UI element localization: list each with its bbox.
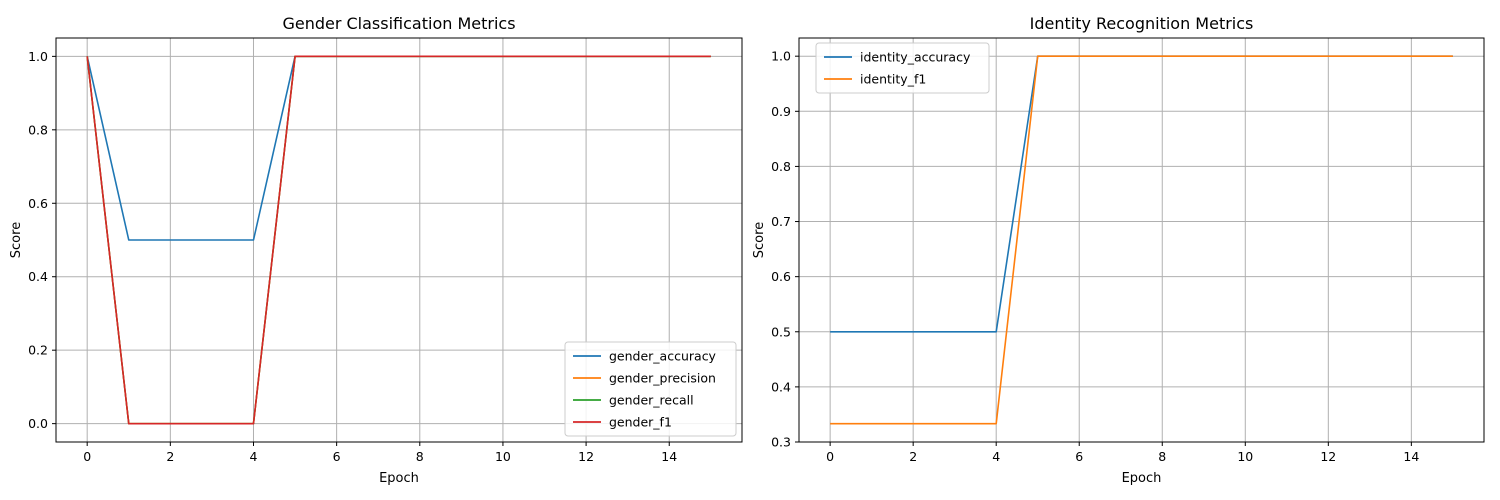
x-tick-label: 4 [250,449,258,464]
identity-metrics-chart: 0 2 4 6 8 10 12 14 0.3 0.4 0.5 0.6 0.7 0.8 0.9 1.0 Ident… [752,14,1485,486]
y-tick-label: 0.3 [771,435,791,450]
legend-label-gender_f1: gender_f1 [609,415,672,430]
series-lines [86,55,711,425]
series-line-gender_accuracy [86,55,711,241]
x-tick-label: 10 [1237,449,1253,464]
y-tick-label: 0.8 [771,159,791,174]
chart-title: Gender Classification Metrics [282,14,515,33]
x-tick-label: 8 [416,449,424,464]
ticks: 0 2 4 6 8 10 12 14 0.3 0.4 0.5 0.6 0.7 0.8 0.9 1.0 [771,49,1419,464]
y-tick-label: 0.7 [771,214,791,229]
y-tick-label: 0.6 [28,196,48,211]
chart-title: Identity Recognition Metrics [1030,14,1254,33]
y-tick-label: 0.2 [28,343,48,358]
y-tick-label: 1.0 [771,49,791,64]
x-tick-label: 14 [661,449,677,464]
series-line-gender_f1 [86,55,711,425]
x-axis-label: Epoch [1122,471,1162,486]
x-tick-label: 0 [826,449,834,464]
legend-label-identity_f1: identity_f1 [860,72,926,87]
y-tick-label: 1.0 [28,49,48,64]
x-tick-label: 10 [495,449,511,464]
series-lines [830,55,1453,425]
ticks: 0 2 4 6 8 10 12 14 0.0 0.2 0.4 0.6 0.8 1.0 [28,49,677,464]
legend-label-gender_recall: gender_recall [609,393,694,408]
gender-metrics-chart: 0 2 4 6 8 10 12 14 0.0 0.2 0.4 0.6 0.8 1.0 Gender Clas… [9,14,743,486]
legend-label-gender_precision: gender_precision [609,371,716,386]
legend-label-gender_accuracy: gender_accuracy [609,349,717,364]
x-tick-label: 2 [166,449,174,464]
legend: gender_accuracy gender_precision gender_re… [564,341,737,437]
x-tick-label: 12 [578,449,594,464]
series-line-identity_f1 [830,55,1453,425]
y-axis-label: Score [752,222,767,258]
y-tick-label: 0.4 [771,379,791,394]
plot-frame [55,37,743,443]
y-tick-label: 0.0 [28,416,48,431]
y-tick-label: 0.8 [28,122,48,137]
y-tick-label: 0.6 [771,269,791,284]
y-axis-label: Score [9,222,24,258]
y-tick-label: 0.9 [771,104,791,119]
x-tick-label: 0 [83,449,91,464]
legend-box [564,341,737,437]
x-tick-label: 12 [1320,449,1336,464]
x-tick-label: 6 [1075,449,1083,464]
x-tick-label: 4 [992,449,1000,464]
y-tick-label: 0.5 [771,324,791,339]
x-axis-label: Epoch [379,471,419,486]
x-tick-label: 2 [909,449,917,464]
series-line-identity_accuracy [830,55,1453,333]
legend-label-identity_accuracy: identity_accuracy [860,50,971,65]
plot-frame [798,37,1485,443]
y-tick-label: 0.4 [28,269,48,284]
legend: identity_accuracy identity_f1 [815,42,990,94]
x-tick-label: 8 [1158,449,1166,464]
legend-box [815,42,990,94]
x-tick-label: 6 [333,449,341,464]
grid-lines [799,38,1484,443]
x-tick-label: 14 [1403,449,1419,464]
